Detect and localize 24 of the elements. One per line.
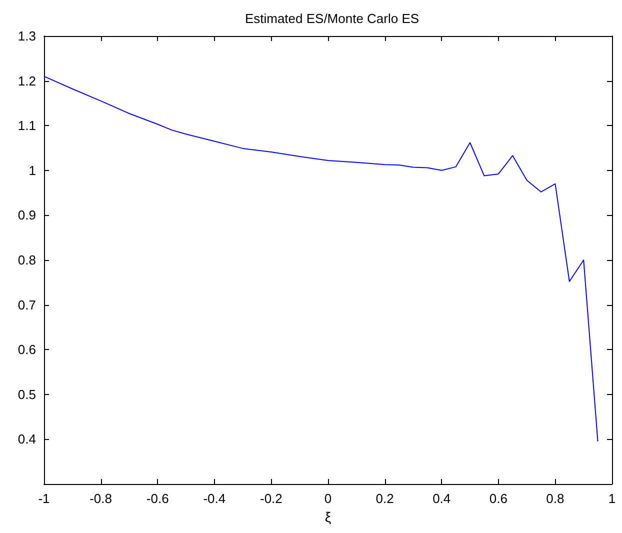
y-tick-label: 0.7 <box>18 297 36 312</box>
x-tick-label: 0.6 <box>489 491 508 506</box>
x-tick-label: -0.6 <box>146 491 169 506</box>
y-tick-label: 1.3 <box>18 28 36 44</box>
x-tick-label: -0.8 <box>90 491 112 506</box>
x-tick-label: 0.4 <box>432 491 451 506</box>
y-tick-label: 1.2 <box>18 73 36 88</box>
y-tick-label: 0.5 <box>18 386 36 402</box>
x-tick-label: -0.4 <box>203 491 226 506</box>
y-tick-label: 1 <box>28 162 36 178</box>
x-tick-label: 0.2 <box>376 491 394 506</box>
y-tick-label: 0.4 <box>18 432 36 447</box>
line-series <box>44 76 598 442</box>
y-tick-label: 0.9 <box>18 208 36 223</box>
chart-title: Estimated ES/Monte Carlo ES <box>244 11 420 26</box>
x-axis-title: ξ <box>324 509 332 525</box>
x-tick-label: 1 <box>608 491 616 506</box>
y-tick-label: 1.1 <box>18 118 36 134</box>
y-tick-label: 0.8 <box>18 252 36 268</box>
x-tick-label: -1 <box>38 491 50 506</box>
x-tick-label: -0.2 <box>260 491 282 506</box>
x-tick-label: 0.8 <box>546 491 564 506</box>
x-tick-label: 0 <box>324 491 332 506</box>
y-tick-label: 0.6 <box>18 342 36 358</box>
